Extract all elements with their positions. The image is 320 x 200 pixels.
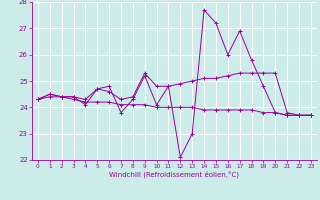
- X-axis label: Windchill (Refroidissement éolien,°C): Windchill (Refroidissement éolien,°C): [109, 171, 239, 178]
